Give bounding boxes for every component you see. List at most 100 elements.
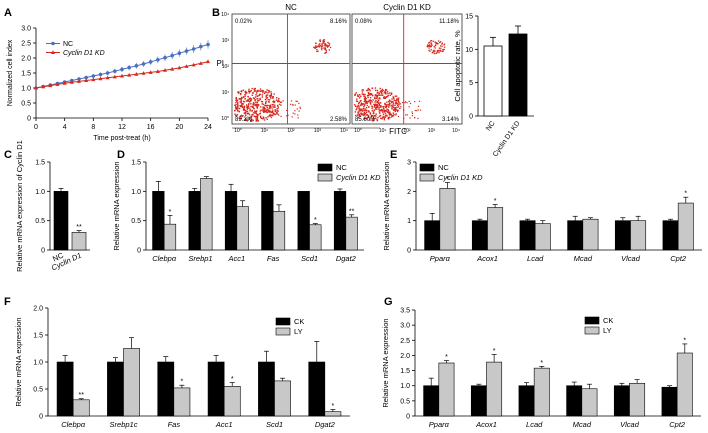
y-tick-label-B: 15 <box>465 14 473 21</box>
flow-dot <box>248 112 250 115</box>
flow-dot <box>240 100 243 102</box>
bar-C <box>71 232 87 251</box>
flow-dot <box>267 109 269 111</box>
flow-dot <box>360 108 362 110</box>
flow-dot <box>251 109 253 112</box>
quadrant-label: 89.2% <box>235 117 253 123</box>
flow-dot <box>244 111 247 114</box>
flow-dot <box>369 94 371 96</box>
bar-D <box>309 224 322 251</box>
flow-dot <box>399 103 401 105</box>
flow-dot <box>299 106 301 108</box>
flow-dot <box>389 116 391 119</box>
flow-dot <box>376 92 378 94</box>
y-tick-label-A: 1.5 <box>21 71 31 78</box>
flow-dot <box>321 49 323 51</box>
bar-F <box>123 348 140 417</box>
flow-dot <box>369 99 371 102</box>
flow-dot <box>256 90 259 93</box>
y-axis-label-D: Relative mRNA expression <box>112 161 121 250</box>
flow-dot <box>409 117 411 119</box>
category-label-D: Dgat2 <box>336 254 357 263</box>
flow-dot <box>426 46 429 48</box>
flow-dot <box>256 110 258 112</box>
flow-dot <box>269 105 271 107</box>
flow-dot <box>262 116 265 118</box>
flow-dot <box>434 52 436 55</box>
flow-dot <box>255 103 257 106</box>
flow-dot <box>267 98 269 101</box>
flow-dot <box>255 101 257 103</box>
flow-dot <box>270 91 272 93</box>
flow-dot <box>246 120 249 122</box>
flow-dot <box>257 120 260 122</box>
y-tick-label-A: 3.0 <box>21 26 31 33</box>
sig-mark-G: * <box>445 354 448 361</box>
flow-dot <box>237 110 239 112</box>
flow-dot <box>325 51 327 54</box>
flow-dot <box>249 108 251 110</box>
flow-dot <box>427 44 430 47</box>
category-label-G: Cpt2 <box>669 420 686 429</box>
sig-mark-C: ** <box>76 224 82 231</box>
flow-dot <box>440 50 442 52</box>
flow-dot <box>238 97 240 100</box>
flow-dot <box>272 112 275 115</box>
flow-dot <box>365 106 368 109</box>
flow-dot <box>380 117 382 120</box>
flow-dot <box>250 90 252 92</box>
flow-dot <box>241 115 243 118</box>
flow-dot <box>391 101 393 104</box>
x-tick-label-A: 0 <box>34 124 38 131</box>
flow-dot <box>368 88 371 91</box>
flow-dot <box>262 118 264 120</box>
flow-dot <box>374 87 377 89</box>
flow-dot <box>327 45 330 47</box>
flow-dot <box>385 114 388 117</box>
bar-F <box>173 387 191 417</box>
data-point-A <box>77 77 81 81</box>
flow-dot <box>265 97 268 100</box>
flow-dot <box>397 98 400 101</box>
flow-dot <box>260 90 262 92</box>
flow-dot <box>263 109 266 111</box>
flow-dot <box>385 104 387 107</box>
flow-dot <box>387 117 389 120</box>
flow-dot <box>403 109 405 111</box>
flow-tick-label: 10¹ <box>379 128 387 134</box>
bar-F <box>107 361 124 417</box>
flow-dot <box>319 43 321 45</box>
legend-label-D: Cyclin D1 KD <box>336 173 381 182</box>
flow-dot <box>272 100 274 103</box>
flow-dot <box>368 111 370 113</box>
flow-dot <box>392 104 395 106</box>
flow-dot <box>275 109 277 111</box>
data-point-A <box>62 81 67 85</box>
flow-dot <box>239 101 241 103</box>
flow-dot <box>275 111 278 113</box>
sig-mark-F: ** <box>78 392 84 399</box>
flow-tick-label: 10⁰ <box>234 128 242 134</box>
data-point-A <box>113 69 117 73</box>
flow-dot <box>238 107 241 110</box>
category-label-D: Srebp1 <box>188 254 212 263</box>
flow-dot <box>278 103 281 105</box>
legend-label-D: NC <box>336 163 347 172</box>
flow-dot <box>271 114 274 116</box>
flow-dot <box>247 104 250 106</box>
flow-dot <box>397 115 399 118</box>
y-tick-label-A: 2.0 <box>21 56 31 63</box>
flow-dot <box>282 100 284 102</box>
flow-dot <box>378 108 380 110</box>
flow-dot <box>249 97 252 99</box>
flow-dot <box>382 96 385 99</box>
flow-dot <box>385 105 387 108</box>
flow-dot <box>395 95 398 97</box>
data-point-A <box>148 60 153 64</box>
flow-dot <box>263 119 266 121</box>
flow-dot <box>396 98 398 100</box>
flow-dot <box>361 113 363 115</box>
flow-dot <box>364 93 366 96</box>
flow-dot <box>248 116 251 119</box>
